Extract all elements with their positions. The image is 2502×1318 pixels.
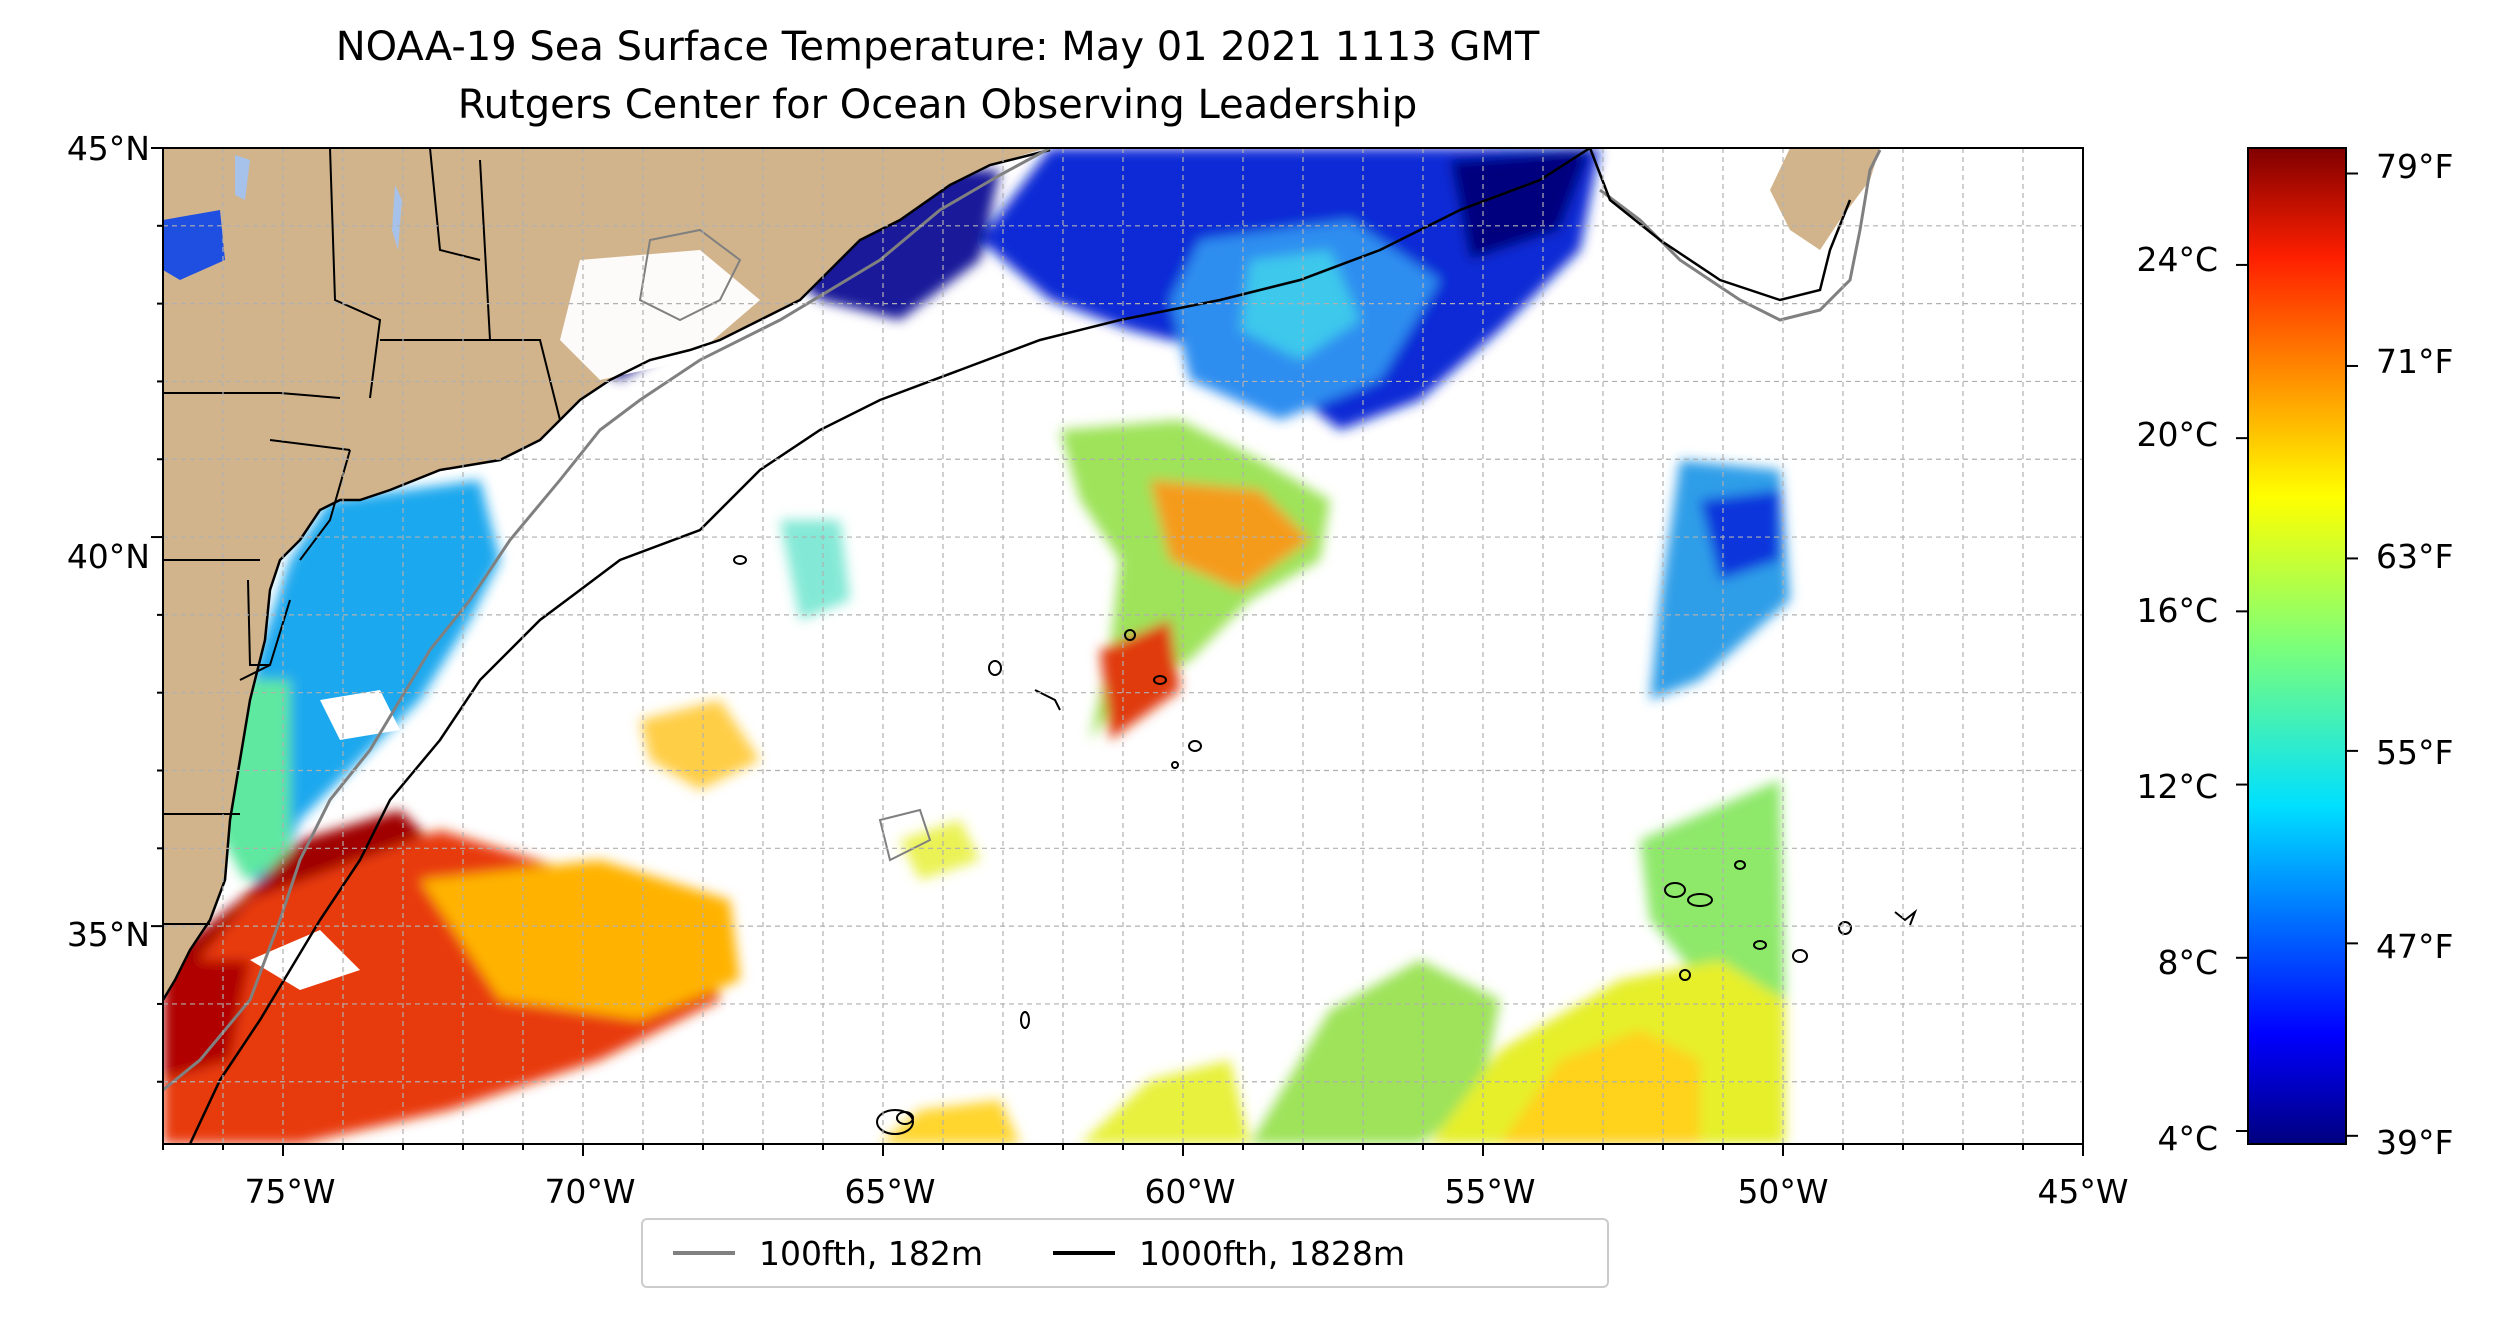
x-tick-label: 50°W (1737, 1172, 1828, 1211)
contour-1000fth (1588, 148, 1852, 302)
contour-100fth (163, 148, 1051, 1092)
coastline (163, 148, 1051, 1001)
colorbar-fahrenheit-label: 47°F (2376, 927, 2453, 966)
legend-item-100fth: 100fth, 182m (673, 1234, 983, 1273)
legend-item-1000fth: 1000fth, 1828m (1053, 1234, 1405, 1273)
colorbar-celsius-label: 16°C (2136, 591, 2218, 630)
colorbar-fahrenheit-label: 79°F (2376, 147, 2453, 186)
x-tick-label: 70°W (544, 1172, 635, 1211)
map-title: NOAA-19 Sea Surface Temperature: May 01 … (335, 24, 1540, 70)
contour-legend: 100fth, 182m 1000fth, 1828m (641, 1218, 1609, 1288)
cloud-mask (560, 250, 760, 380)
map-area (163, 148, 2083, 1144)
axis-ticks (151, 147, 2084, 1156)
x-axis-labels: 75°W 70°W 65°W 60°W 55°W 50°W 45°W (244, 1172, 2128, 1211)
colorbar-celsius-label: 20°C (2136, 415, 2218, 454)
colorbar-celsius-label: 8°C (2157, 943, 2218, 982)
y-axis-labels: 45°N 40°N 35°N (67, 129, 150, 954)
x-tick-label: 65°W (844, 1172, 935, 1211)
state-borders (163, 148, 561, 925)
colorbar-fahrenheit-label: 55°F (2376, 733, 2453, 772)
map-subtitle: Rutgers Center for Ocean Observing Leade… (457, 82, 1418, 128)
gridlines (163, 148, 2083, 1144)
colorbar-celsius-label: 12°C (2136, 767, 2218, 806)
land-layer (163, 148, 1880, 1000)
contour-100fth (638, 228, 742, 322)
cloud-mask (250, 930, 360, 990)
colorbar-gradient (2247, 147, 2347, 1145)
contour-100fth (878, 808, 932, 862)
x-tick-label: 45°W (2037, 1172, 2128, 1211)
colorbar-celsius-label: 4°C (2157, 1119, 2218, 1158)
colorbar-fahrenheit-label: 63°F (2376, 537, 2453, 576)
seamount-contours (733, 555, 1918, 1135)
colorbar: 24°C 20°C 16°C 12°C 8°C 4°C 79°F 71°F 63… (2136, 147, 2453, 1162)
y-tick-label: 40°N (67, 537, 150, 576)
contour-1000fth (188, 148, 1591, 1144)
legend-label: 100fth, 182m (759, 1233, 983, 1273)
x-tick-label: 55°W (1444, 1172, 1535, 1211)
colorbar-fahrenheit-label: 71°F (2376, 342, 2453, 381)
cloud-mask (320, 690, 400, 740)
colorbar-fahrenheit-label: 39°F (2376, 1123, 2453, 1162)
legend-label: 1000fth, 1828m (1139, 1233, 1405, 1273)
y-tick-label: 45°N (67, 129, 150, 168)
x-tick-label: 60°W (1144, 1172, 1235, 1211)
legend-swatch (673, 1251, 735, 1255)
legend-swatch (1053, 1251, 1115, 1255)
x-tick-label: 75°W (244, 1172, 335, 1211)
colorbar-celsius-label: 24°C (2136, 240, 2218, 279)
y-tick-label: 35°N (67, 915, 150, 954)
